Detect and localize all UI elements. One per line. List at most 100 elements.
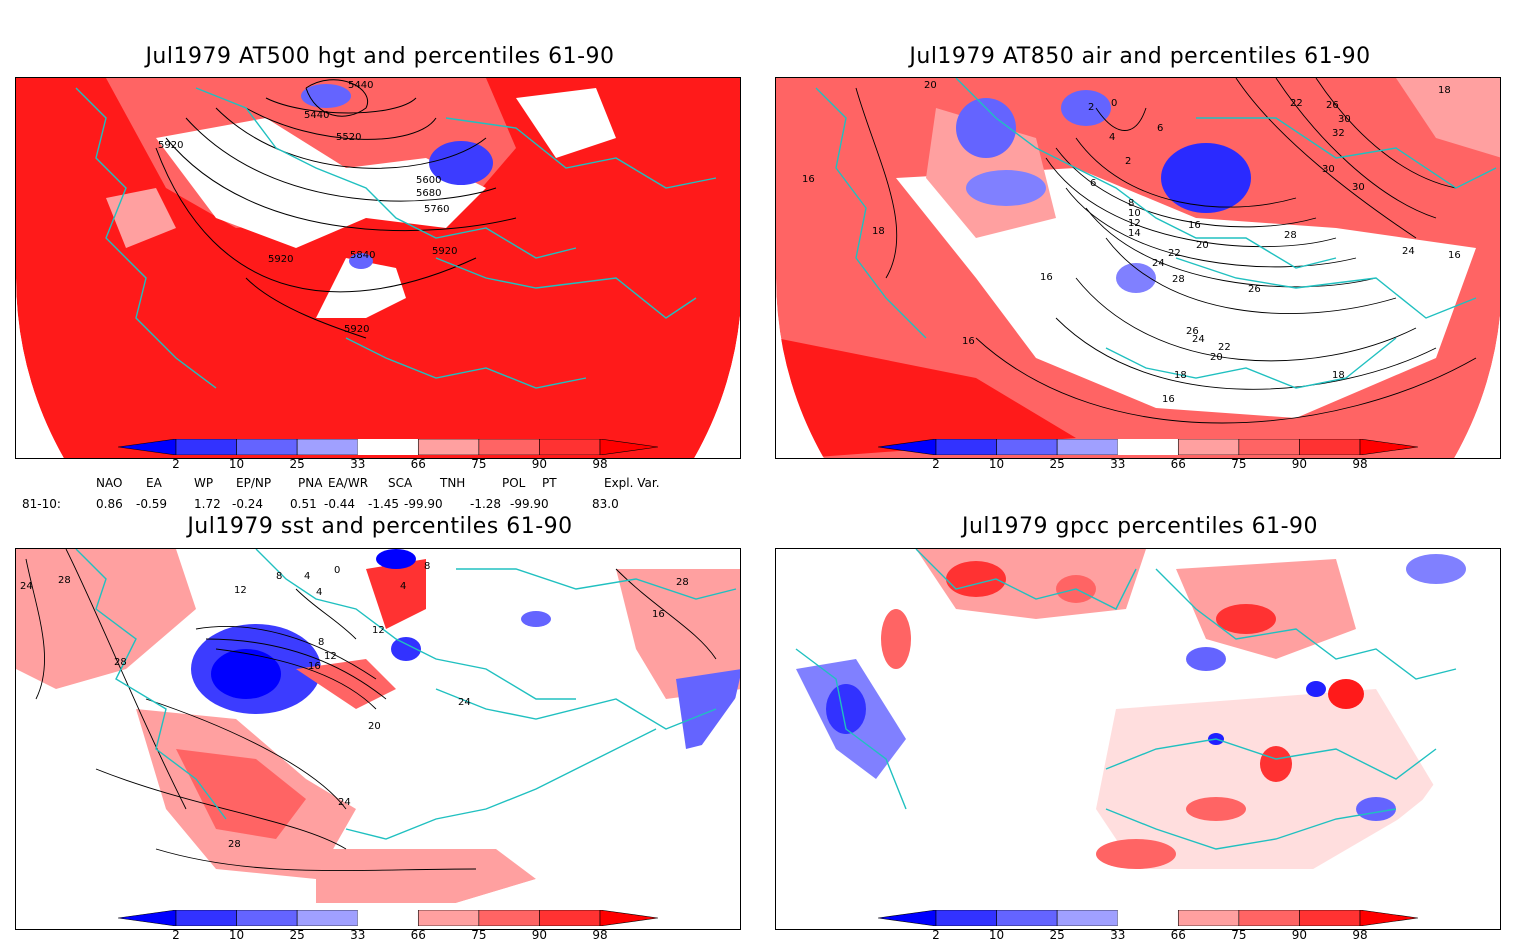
colorbar-tick-label: 33 [1110, 457, 1126, 471]
colorbar-swatch [236, 909, 298, 927]
coastlines [815, 78, 1497, 389]
contour-label: 16 [1448, 250, 1461, 261]
contour-label: 30 [1338, 114, 1351, 125]
colorbar-tick-label: 90 [1291, 928, 1308, 942]
contour-label: 6 [1090, 178, 1096, 189]
colorbar-swatch [296, 909, 359, 927]
contour-label: 26 [1326, 100, 1339, 111]
contour-label: 8 [1128, 198, 1134, 209]
colorbar-tick-label: 33 [350, 457, 366, 471]
colorbar-gpcc: 2 10 25 33 66 75 90 98 [877, 909, 1419, 950]
contour-labels-hgt500: 5440 5440 5520 5600 5680 5760 5840 5920 … [158, 80, 457, 335]
contour-labels-sst: 24 28 12 8 4 0 4 8 12 16 20 24 28 24 28 … [20, 561, 689, 850]
colorbar-tick-label: 2 [932, 928, 940, 942]
index-value: -99.90 [404, 497, 443, 511]
contour-label: 22 [1168, 248, 1181, 259]
colorbar-tick-label: 66 [1170, 928, 1186, 942]
contour-label: 16 [802, 174, 815, 185]
contour-label: 28 [58, 575, 71, 586]
contour-label: 26 [1186, 326, 1199, 337]
contour-label: 5920 [432, 246, 457, 257]
panel-title-air850: Jul1979 AT850 air and percentiles 61-90 [909, 44, 1371, 69]
colorbar-swatch [357, 910, 419, 926]
contour-label: 5920 [344, 324, 369, 335]
colorbar-sst: 2 10 25 33 66 75 90 98 [117, 909, 659, 950]
contour-label: 12 [234, 585, 247, 596]
colorbar-swatch [417, 909, 480, 927]
index-header: NAO [96, 476, 123, 490]
colorbar-swatch [296, 438, 359, 456]
index-value: -0.24 [232, 497, 264, 511]
colorbar-tick-label: 66 [1170, 457, 1186, 471]
colorbar-tick-label: 75 [471, 928, 487, 942]
contour-label: 32 [1332, 128, 1345, 139]
contour-label: 24 [458, 697, 471, 708]
contour-label: 5520 [336, 132, 361, 143]
contour-label: 8 [424, 561, 430, 572]
coastlines [75, 87, 717, 389]
colorbar-tick-label: 25 [1049, 457, 1065, 471]
colorbar-tick-label: 98 [1352, 928, 1368, 942]
index-header: EP/NP [236, 476, 272, 490]
colorbar-swatch [357, 439, 419, 455]
colorbar-swatch [1177, 909, 1240, 927]
index-value: 83.0 [592, 497, 619, 511]
colorbar-swatch [935, 909, 997, 927]
index-header: PT [542, 476, 557, 490]
index-value: 1.72 [194, 497, 221, 511]
colorbar-arrow-high [599, 909, 659, 927]
contour-label: 4 [1109, 132, 1115, 143]
colorbar-tick-label: 10 [988, 457, 1005, 471]
contour-label: 28 [1284, 230, 1297, 241]
contour-label: 6 [1157, 123, 1163, 134]
colorbar-swatch [417, 438, 480, 456]
panel-title-gpcc: Jul1979 gpcc percentiles 61-90 [961, 514, 1319, 539]
contour-label: 5680 [416, 188, 441, 199]
colorbar-swatch [478, 438, 540, 456]
contour-label: 5440 [304, 110, 329, 121]
contour-label: 18 [1174, 370, 1187, 381]
contour-label: 16 [308, 661, 321, 672]
contour-label: 2 [1088, 102, 1094, 113]
colorbar-swatches [117, 909, 659, 927]
contour-label: 8 [318, 637, 324, 648]
contour-label: 5840 [350, 250, 375, 261]
colorbar-arrow-high [1359, 909, 1419, 927]
percentile-shading [796, 549, 1466, 869]
colorbar-tick-label: 98 [1352, 457, 1368, 471]
sst-contours [25, 549, 717, 872]
colorbar-arrow-high [599, 438, 659, 456]
contour-label: 5760 [424, 204, 449, 215]
contour-label: 28 [114, 657, 127, 668]
colorbar-arrow-low [117, 909, 177, 927]
colorbar-swatch [1238, 909, 1300, 927]
contour-labels-air850: 20 2 0 4 2 6 6 22 26 30 32 30 30 18 16 1… [802, 80, 1461, 405]
contour-label: 20 [368, 721, 381, 732]
colorbar-swatch [1117, 439, 1179, 455]
colorbar-tick-label: 2 [172, 928, 180, 942]
colorbar-tick-label: 90 [1291, 457, 1308, 471]
colorbar-tick-label: 33 [350, 928, 366, 942]
colorbar-tick-label: 90 [531, 457, 548, 471]
index-header: TNH [440, 476, 466, 490]
contour-label: 5600 [416, 175, 441, 186]
contour-label: 18 [1332, 370, 1345, 381]
colorbar-swatch [1177, 438, 1240, 456]
colorbar-tick-label: 25 [289, 928, 305, 942]
colorbar-swatch [996, 438, 1058, 456]
index-header: SCA [388, 476, 413, 490]
contour-label: 24 [338, 797, 351, 808]
colorbar-tick-label: 90 [531, 928, 548, 942]
colorbar-tick-label: 75 [471, 457, 487, 471]
colorbar-swatches [117, 438, 659, 456]
index-value: -0.44 [324, 497, 356, 511]
contour-label: 8 [276, 571, 282, 582]
colorbar-swatch [1238, 438, 1300, 456]
map-panel-gpcc [775, 548, 1501, 930]
colorbar-arrow-low [877, 438, 937, 456]
contour-label: 0 [334, 565, 340, 576]
index-value: -1.45 [368, 497, 400, 511]
contour-label: 30 [1322, 164, 1335, 175]
colorbar-tick-label: 75 [1231, 928, 1247, 942]
colorbar-swatch [236, 438, 298, 456]
